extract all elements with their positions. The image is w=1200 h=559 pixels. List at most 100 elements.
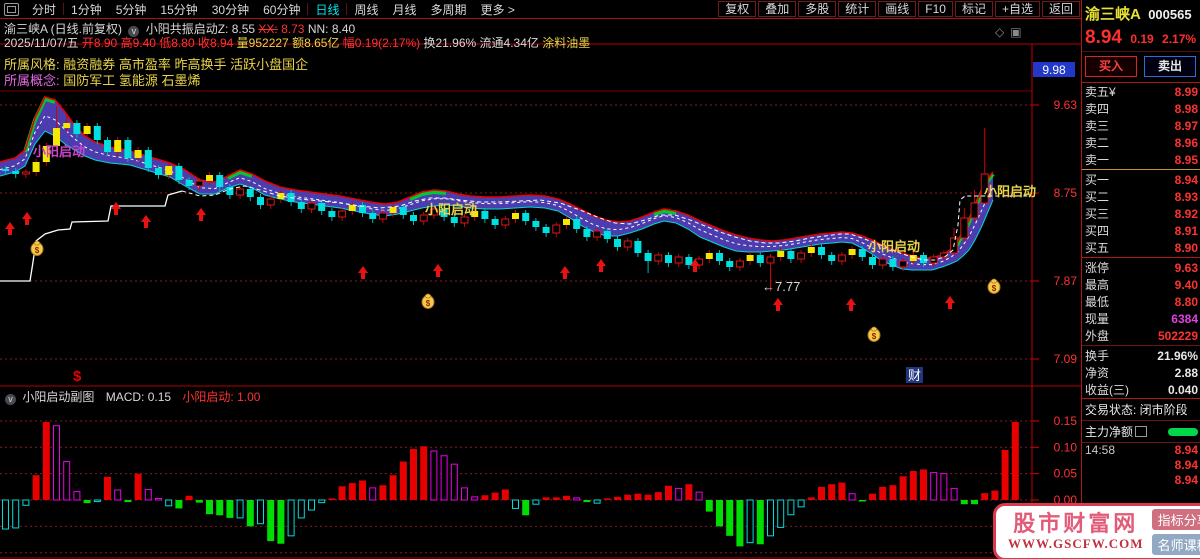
menu-divider [307, 3, 309, 15]
tab-30min[interactable]: 30分钟 [211, 2, 250, 17]
main-force-row[interactable]: 主力净额 [1082, 421, 1200, 443]
svg-text:7.87: 7.87 [1054, 274, 1078, 288]
ask-row[interactable]: 卖二 8.96 [1082, 134, 1200, 151]
tick-list[interactable]: 14:58 8.94 8.94 8.94 [1082, 443, 1200, 488]
bid5-label: 买五 [1085, 241, 1110, 255]
bid-row[interactable]: 买五 8.90 [1082, 239, 1200, 256]
buy-button[interactable]: 买入 [1085, 56, 1137, 77]
svg-text:$: $ [426, 299, 431, 308]
high-value: 高9.40 [120, 36, 156, 50]
tick-row: 8.94 [1082, 458, 1200, 473]
bid3-price: 8.92 [1174, 206, 1198, 221]
stat-row: 净资 2.88 [1082, 364, 1200, 381]
collapse-icon[interactable]: v [128, 26, 140, 37]
indicator-name: 小阳共振启动Z [145, 22, 226, 36]
ask-row[interactable]: 卖五¥ 8.99 [1082, 83, 1200, 100]
site-watermark: 股市财富网 WWW.GSCFW.COM 指标分享 名师课程 [993, 503, 1200, 559]
svg-text:←7.77: ←7.77 [762, 279, 800, 294]
concept-label: 所属概念: [4, 73, 60, 88]
btn-back[interactable]: 返回 [1041, 1, 1080, 17]
collapse-icon[interactable]: v [5, 394, 16, 405]
chart-corner-icons[interactable]: ◇▣ [995, 25, 1028, 39]
stat-row: 最低 8.80 [1082, 293, 1200, 310]
stat-row: 换手 21.96% [1082, 347, 1200, 364]
order-book: 卖五¥ 8.99 卖四 8.98 卖三 8.97 卖二 8.96 卖一 8.95 买一 8.… [1082, 83, 1200, 256]
date-value: 2025/11/07/五 [4, 36, 79, 50]
tab-more[interactable]: 更多 > [480, 2, 515, 17]
change-value: 幅0.19(2.17%) [342, 36, 421, 50]
stat-row: 现量 6384 [1082, 310, 1200, 327]
tab-daily[interactable]: 日线 [315, 2, 340, 17]
tab-fenshi[interactable]: 分时 [32, 2, 57, 17]
svg-text:小阳启动: 小阳启动 [984, 184, 1036, 199]
ask4-label: 卖四 [1085, 102, 1110, 116]
style-items[interactable]: 融资融券 高市盈率 昨高换手 活跃小盘国企 [63, 57, 309, 72]
svg-text:7.09: 7.09 [1054, 352, 1078, 366]
watermark-badge-indicator: 指标分享 [1151, 509, 1200, 530]
section-divider [1082, 257, 1200, 258]
ask-row[interactable]: 卖一 8.95 [1082, 151, 1200, 168]
indicator-value: : 8.55 [225, 22, 256, 36]
stat-row: 最高 9.40 [1082, 276, 1200, 293]
bid-row[interactable]: 买三 8.92 [1082, 205, 1200, 222]
ask-row[interactable]: 卖三 8.97 [1082, 117, 1200, 134]
outer-vol-value: 502229 [1157, 328, 1198, 343]
svg-text:$: $ [992, 284, 997, 293]
tab-15min[interactable]: 15分钟 [160, 2, 198, 17]
svg-text:小阳启动: 小阳启动 [425, 202, 477, 217]
watermark-url: WWW.GSCFW.COM [1008, 536, 1144, 551]
limit-up-value: 9.63 [1174, 260, 1198, 275]
chart-canvas[interactable]: 9.638.757.877.099.98$$$$小阳启动小阳启动小阳启动小阳启动… [0, 19, 1081, 559]
bid-row[interactable]: 买二 8.93 [1082, 188, 1200, 205]
window-icon[interactable] [4, 2, 19, 16]
subchart-header: v 小阳启动副图 MACD: 0.15 小阳启动: 1.00 [2, 388, 260, 405]
btn-fuquan[interactable]: 复权 [718, 1, 757, 17]
btn-stats[interactable]: 统计 [838, 1, 877, 17]
trade-buttons: 买入 卖出 [1082, 52, 1200, 83]
nn-label: NN: [307, 22, 329, 36]
bid-row[interactable]: 买四 8.91 [1082, 222, 1200, 239]
volume-value: 量952227 [236, 36, 289, 50]
btn-drawline[interactable]: 画线 [878, 1, 917, 17]
ask-row[interactable]: 卖四 8.98 [1082, 100, 1200, 117]
chart-mini-icon [1135, 426, 1148, 437]
sell-button[interactable]: 卖出 [1144, 56, 1196, 77]
svg-text:9.63: 9.63 [1054, 98, 1078, 112]
concept-items[interactable]: 国防军工 氢能源 石墨烯 [63, 73, 201, 88]
bid-row[interactable]: 买一 8.94 [1082, 171, 1200, 188]
stock-title: 渝三峡A (日线.前复权) [4, 22, 123, 36]
tab-monthly[interactable]: 月线 [392, 2, 417, 17]
btn-overlay[interactable]: 叠加 [758, 1, 797, 17]
bid4-label: 买四 [1085, 224, 1110, 238]
cur-vol-label: 现量 [1085, 312, 1110, 326]
svg-text:0.10: 0.10 [1054, 440, 1078, 454]
concept-tags-row: 所属概念: 国防军工 氢能源 石墨烯 [4, 70, 200, 89]
signal-value: 1.00 [237, 390, 261, 404]
price-change: 0.19 [1130, 32, 1154, 46]
float-value: 流通4.34亿 [479, 36, 539, 50]
quote-header: 渝三峡A 000565 [1082, 0, 1200, 25]
svg-text:$: $ [73, 368, 82, 385]
bid5-price: 8.90 [1174, 240, 1198, 255]
amount-value: 额8.65亿 [292, 36, 340, 50]
btn-mark[interactable]: 标记 [954, 1, 993, 17]
btn-f10[interactable]: F10 [918, 1, 953, 17]
menubar-right-group: 复权 叠加 多股 统计 画线 F10 标记 +自选 返回 [717, 1, 1081, 17]
section-divider [1082, 345, 1200, 346]
xx-value: 8.73 [281, 22, 305, 36]
watermark-badges: 指标分享 名师课程 [1151, 507, 1200, 557]
ask5-label: 卖五¥ [1085, 85, 1116, 99]
tab-5min[interactable]: 5分钟 [115, 2, 147, 17]
tab-multi-period[interactable]: 多周期 [430, 2, 467, 17]
tab-1min[interactable]: 1分钟 [71, 2, 102, 17]
ask4-price: 8.98 [1174, 101, 1198, 116]
stat-row: 收益(三) 0.040 [1082, 381, 1200, 398]
svg-text:9.98: 9.98 [1042, 63, 1066, 77]
style-label: 所属风格: [4, 57, 60, 72]
svg-text:$: $ [872, 332, 877, 341]
btn-add-watchlist[interactable]: +自选 [994, 1, 1040, 17]
tab-60min[interactable]: 60分钟 [263, 2, 301, 17]
tab-weekly[interactable]: 周线 [354, 2, 379, 17]
btn-multi-stock[interactable]: 多股 [798, 1, 837, 17]
